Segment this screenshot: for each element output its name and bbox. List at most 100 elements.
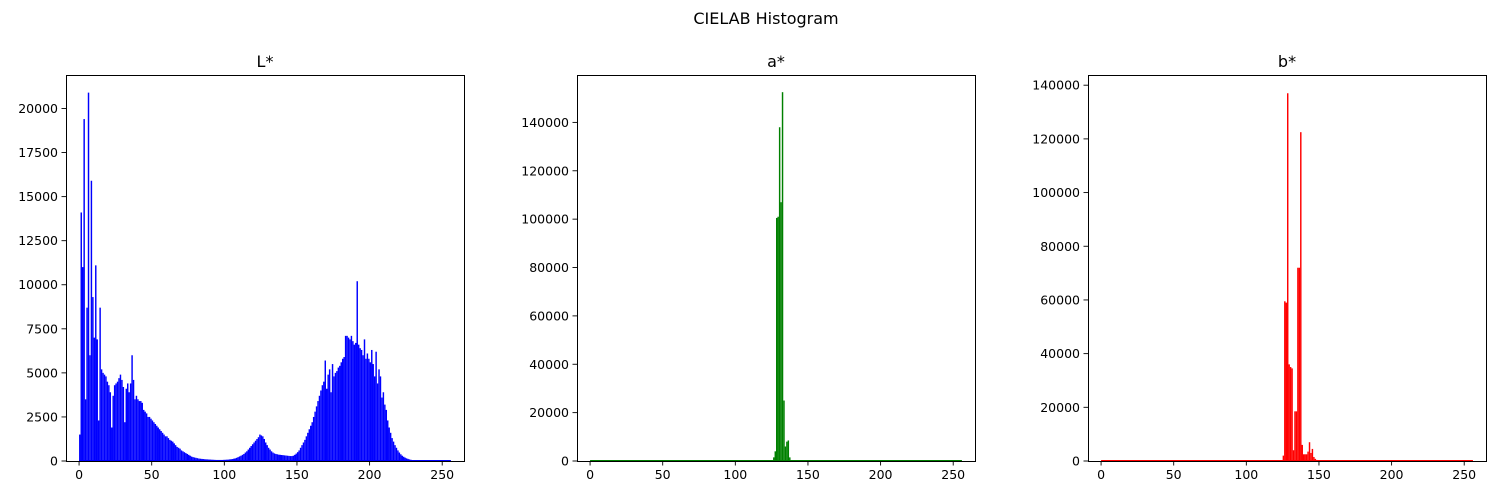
bar-l-178	[337, 367, 340, 461]
x-tick-label-l-250: 250	[430, 467, 454, 482]
bar-l-6	[87, 92, 90, 461]
bar-l-220	[398, 452, 401, 461]
bar-l-166	[320, 390, 322, 461]
bar-l-58	[163, 434, 165, 461]
bar-l-67	[176, 446, 178, 461]
bar-l-173	[330, 392, 332, 461]
bar-b-147	[1314, 458, 1317, 461]
bar-l-207	[379, 376, 382, 461]
bar-l-39	[135, 395, 138, 461]
bar-l-28	[119, 374, 122, 461]
bar-l-122	[256, 438, 258, 461]
x-tick-label-l-0: 0	[75, 467, 83, 482]
bar-l-136	[276, 454, 279, 461]
bar-l-130	[267, 447, 270, 461]
bar-l-210	[384, 404, 386, 461]
bar-l-152	[299, 447, 302, 461]
bar-l-140	[282, 455, 284, 461]
bar-l-206	[378, 369, 380, 461]
bar-l-5	[86, 307, 88, 461]
bar-l-149	[295, 453, 297, 461]
bar-l-71	[182, 451, 184, 461]
bar-b-135	[1297, 267, 1299, 461]
bar-l-155	[304, 439, 306, 461]
bar-l-144	[288, 455, 290, 461]
bar-l-194	[360, 349, 363, 461]
bar-l-142	[285, 455, 287, 461]
bar-l-128	[265, 442, 267, 461]
bar-l-76	[189, 455, 191, 461]
bar-l-183	[344, 335, 347, 461]
bar-l-223	[402, 456, 405, 461]
bar-l-209	[382, 392, 385, 461]
bar-l-205	[376, 383, 379, 461]
bar-l-211	[385, 409, 388, 461]
bar-l-199	[368, 358, 370, 461]
x-tick-label-b-150: 150	[1307, 467, 1331, 482]
bar-l-137	[278, 454, 280, 461]
y-tick-label-l-0: 0	[50, 454, 58, 469]
bar-l-176	[334, 372, 337, 461]
bar-l-18	[105, 376, 107, 461]
bar-l-213	[388, 427, 390, 461]
bar-l-44	[142, 409, 145, 461]
bar-l-193	[359, 348, 361, 461]
bar-l-221	[400, 454, 402, 461]
bar-l-148	[294, 454, 296, 461]
bar-l-219	[397, 450, 399, 461]
bar-b-134	[1295, 411, 1298, 461]
bar-b-131	[1291, 368, 1293, 461]
bar-l-43	[141, 402, 143, 461]
bar-l-1	[80, 212, 82, 461]
x-tick-label-a-100: 100	[723, 467, 747, 482]
bar-l-7	[89, 355, 91, 461]
bar-l-170	[326, 388, 328, 461]
bar-l-201	[371, 349, 373, 461]
y-tick-label-l-20000: 20000	[18, 101, 58, 116]
bar-b-141	[1305, 454, 1308, 461]
bar-l-182	[343, 357, 345, 461]
bar-l-8	[90, 180, 93, 461]
bar-l-11	[95, 265, 97, 461]
bar-a-126	[773, 457, 775, 461]
y-tick-label-l-2500: 2500	[26, 409, 58, 424]
bar-l-131	[269, 449, 271, 461]
bar-l-106	[233, 458, 235, 461]
bar-l-168	[323, 381, 325, 461]
bar-b-133	[1294, 411, 1296, 461]
bar-l-175	[333, 376, 335, 461]
y-tick-label-a-140000: 140000	[521, 115, 569, 130]
axes-frame-a	[577, 75, 976, 462]
bar-b-128	[1287, 93, 1289, 461]
bar-l-151	[298, 450, 300, 461]
bar-l-15	[100, 369, 103, 461]
bar-a-132	[781, 92, 784, 462]
y-tick-label-a-80000: 80000	[529, 260, 569, 275]
bar-l-143	[286, 455, 289, 461]
bar-b-145	[1311, 448, 1314, 461]
axes-frame-b	[1088, 75, 1487, 462]
bar-b-137	[1300, 132, 1302, 461]
bar-l-189	[353, 344, 356, 461]
bar-l-197	[365, 358, 367, 461]
bar-l-52	[154, 423, 157, 461]
bar-l-115	[246, 451, 248, 461]
bar-l-22	[111, 427, 113, 461]
bar-l-9	[92, 297, 94, 461]
bar-l-216	[392, 441, 395, 461]
bar-l-72	[183, 452, 186, 461]
bar-l-156	[305, 436, 308, 461]
bar-l-159	[310, 425, 312, 461]
bar-l-200	[369, 362, 372, 461]
bar-l-20	[108, 385, 110, 461]
bar-l-218	[395, 447, 398, 461]
axes-title-b: b*	[1278, 52, 1296, 71]
bar-b-142	[1307, 451, 1309, 461]
bar-l-70	[180, 450, 183, 461]
bar-l-57	[161, 432, 164, 461]
bar-l-167	[321, 385, 324, 461]
bar-l-66	[174, 445, 177, 461]
bar-l-65	[173, 443, 175, 461]
bar-l-116	[247, 449, 250, 461]
x-tick-label-l-150: 150	[285, 467, 309, 482]
